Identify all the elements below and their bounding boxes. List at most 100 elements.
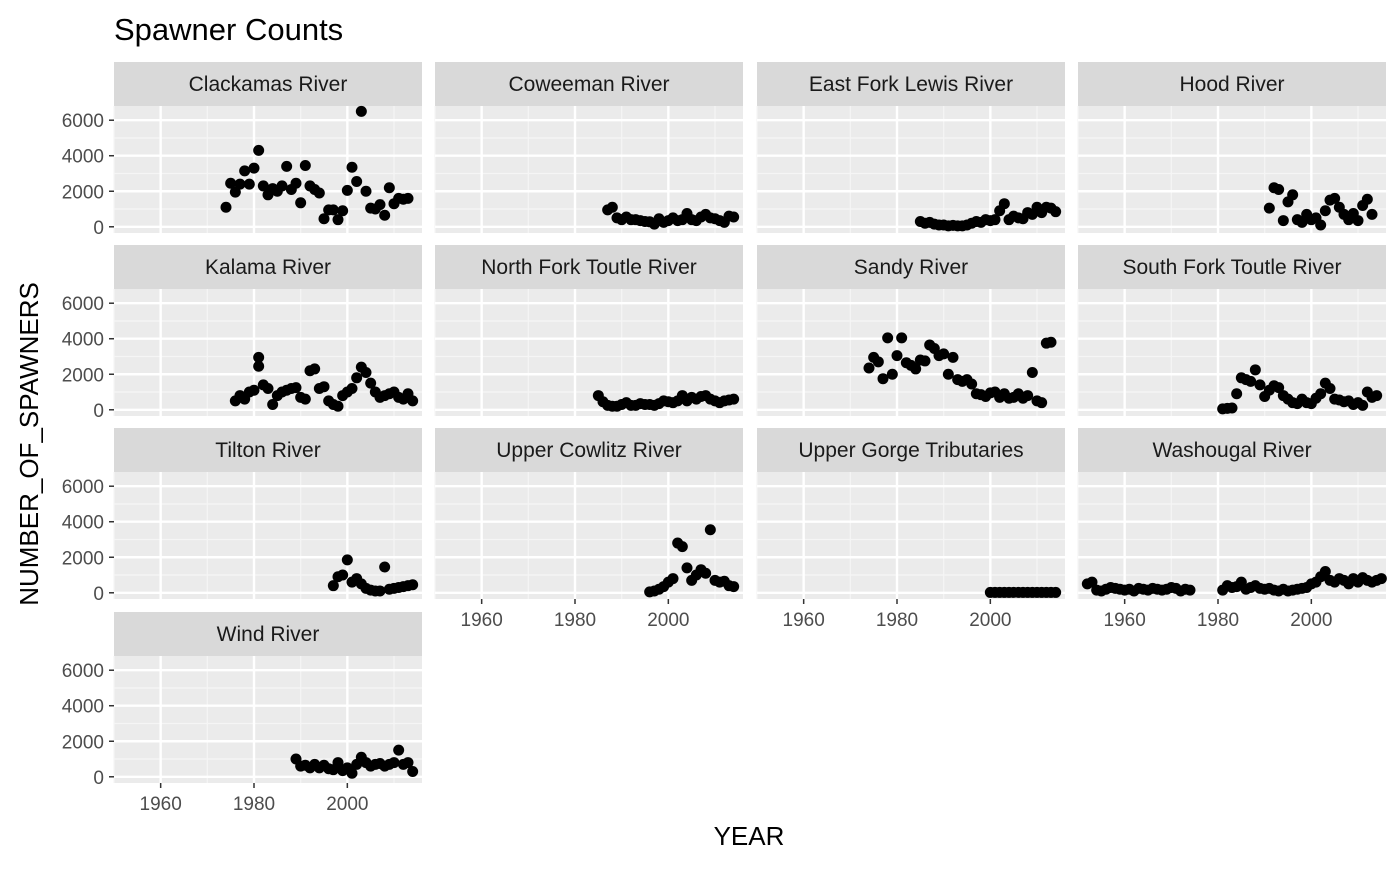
y-tick-label: 4000 [62, 513, 104, 534]
y-tick-label: 4000 [62, 330, 104, 351]
data-point [872, 356, 884, 368]
data-point [1371, 390, 1383, 402]
data-point [225, 177, 237, 189]
data-point [346, 767, 358, 779]
data-point [402, 192, 414, 204]
data-point [290, 177, 302, 189]
data-point [877, 373, 889, 385]
data-point [239, 165, 251, 177]
data-point [989, 214, 1001, 226]
y-tick-label: 0 [93, 218, 104, 239]
data-point [341, 184, 353, 196]
facet-strip [435, 428, 743, 472]
y-tick-label: 0 [93, 584, 104, 605]
data-point [276, 180, 288, 192]
data-point [327, 204, 339, 216]
x-tick-label: 1980 [876, 610, 918, 631]
facet-strip [1078, 428, 1386, 472]
data-point [1315, 219, 1327, 231]
data-point [1319, 205, 1331, 217]
data-point [1319, 565, 1331, 577]
y-tick-label: 6000 [62, 294, 104, 315]
data-point [1045, 336, 1057, 348]
facet-label: Tilton River [215, 439, 320, 462]
data-point [1050, 586, 1062, 598]
data-point [1036, 397, 1048, 409]
data-point [1254, 379, 1266, 391]
data-point [220, 201, 232, 213]
x-tick-label: 1960 [461, 610, 503, 631]
facet-panel: Sandy River [756, 245, 1065, 416]
y-tick-label: 2000 [62, 182, 104, 203]
x-tick-label: 2000 [969, 610, 1011, 631]
data-point [1366, 208, 1378, 220]
facet-panel: North Fork Toutle River [434, 245, 743, 416]
data-point [379, 561, 391, 573]
facet-label: Wind River [217, 623, 320, 646]
data-point [1324, 382, 1336, 394]
data-point [253, 351, 265, 363]
data-point [966, 378, 978, 390]
y-tick-label: 0 [93, 401, 104, 422]
facet-strip [114, 245, 422, 289]
data-point [1086, 576, 1098, 588]
data-point [332, 757, 344, 769]
data-point [332, 400, 344, 412]
data-point [313, 187, 325, 199]
facet-strip [435, 62, 743, 106]
facet-panel: East Fork Lewis River [756, 62, 1065, 233]
data-point [402, 757, 414, 769]
data-point [667, 573, 679, 585]
data-point [383, 182, 395, 194]
data-point [243, 178, 255, 190]
facet-strip [114, 62, 422, 106]
data-point [1026, 366, 1038, 378]
x-tick-label: 2000 [647, 610, 689, 631]
data-point [886, 368, 898, 380]
data-point [704, 524, 716, 536]
facet-strip [1078, 245, 1386, 289]
y-tick-label: 0 [93, 768, 104, 789]
data-point [253, 144, 265, 156]
facet-label: North Fork Toutle River [481, 256, 697, 279]
x-tick-label: 1960 [1104, 610, 1146, 631]
data-point [346, 382, 358, 394]
data-point [896, 332, 908, 344]
data-point [1375, 573, 1387, 585]
facet-strip [757, 62, 1065, 106]
facet-panels: Clackamas River 0 2000 4000 6000 Coweeman Riv… [62, 62, 1387, 815]
chart-title: Spawner Counts [114, 12, 343, 47]
data-point [365, 377, 377, 389]
facet-panel: Clackamas River 0 2000 4000 6000 [62, 62, 422, 239]
data-point [1361, 193, 1373, 205]
data-point [299, 160, 311, 172]
data-point [891, 350, 903, 362]
data-point [281, 160, 293, 172]
data-point [351, 372, 363, 384]
facet-panel: Wind River 0 2000 4000 6000 1960 1980 2000 [62, 612, 422, 815]
panel-background [1078, 106, 1386, 233]
data-point [229, 186, 241, 198]
y-tick-label: 2000 [62, 548, 104, 569]
data-point [910, 363, 922, 375]
data-point [947, 351, 959, 363]
x-tick-label: 1980 [233, 794, 275, 815]
data-point [700, 567, 712, 579]
facet-panel: Washougal River 1960 1980 2000 [1077, 428, 1387, 631]
data-point [882, 332, 894, 344]
data-point [257, 180, 269, 192]
data-point [1050, 206, 1062, 218]
data-point [318, 381, 330, 393]
data-point [1315, 388, 1327, 400]
data-point [863, 362, 875, 374]
data-point [253, 360, 265, 372]
data-point [309, 363, 321, 375]
data-point [606, 201, 618, 213]
facet-strip [1078, 62, 1386, 106]
data-point [1296, 216, 1308, 228]
data-point [1329, 192, 1341, 204]
data-point [295, 197, 307, 209]
data-point [234, 178, 246, 190]
data-point [360, 366, 372, 378]
